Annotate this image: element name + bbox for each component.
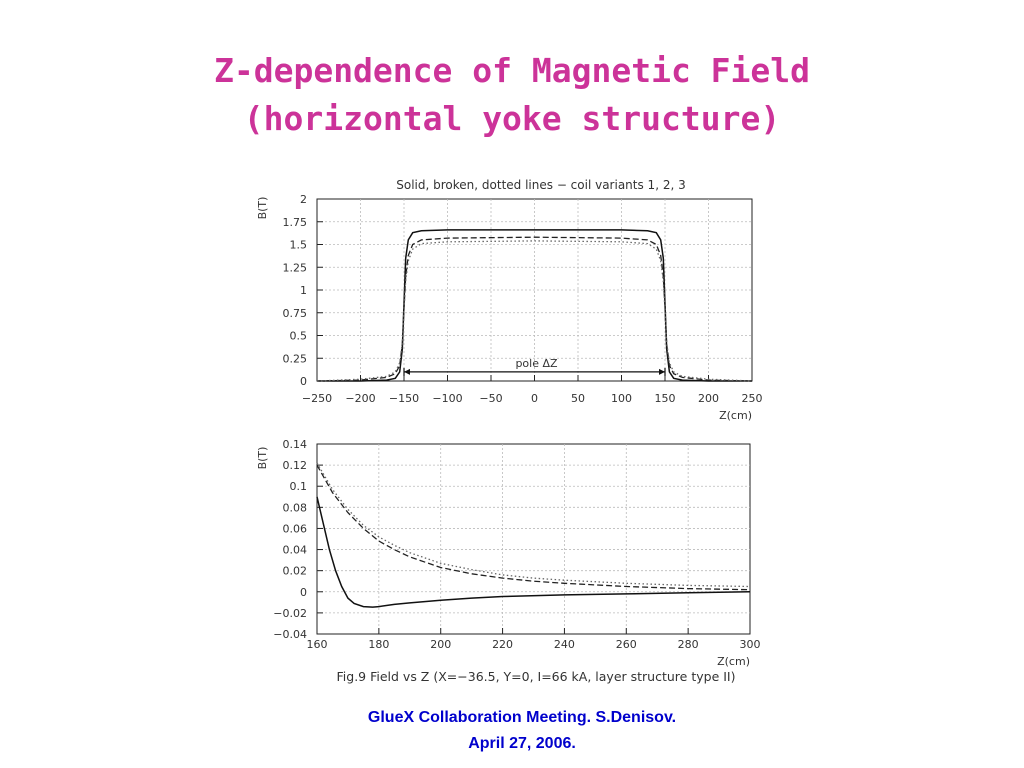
y-tick-label: 0.25 xyxy=(283,352,308,365)
slide-title-line1: Z-dependence of Magnetic Field xyxy=(213,51,811,90)
x-tick-label: 200 xyxy=(430,638,451,651)
pole-span-right-arrow xyxy=(659,368,665,375)
y-tick-label: 0.75 xyxy=(283,307,308,320)
y-tick-label: 0.08 xyxy=(283,501,308,514)
field-figure: Solid, broken, dotted lines − coil varia… xyxy=(256,178,763,684)
x-tick-label: 150 xyxy=(655,392,676,405)
pole-span-left-arrow xyxy=(404,368,410,375)
plot-frame xyxy=(316,443,751,635)
y-tick-label: 2 xyxy=(300,193,307,206)
y-tick-label: 0.12 xyxy=(283,459,308,472)
y-tick-label: 0.06 xyxy=(283,522,308,535)
y-tick-label: 0.1 xyxy=(290,480,308,493)
x-tick-label: 280 xyxy=(678,638,699,651)
slide-title-line2: (horizontal yoke structure) xyxy=(243,99,781,138)
series-line-dotted xyxy=(316,462,751,588)
top-chart: −250 −200 −150 −100 −50 0 50 100 150 200 250 0 0.25 0… xyxy=(256,193,763,422)
pole-annotation-label: pole ΔZ xyxy=(515,357,558,370)
x-tick-label: 50 xyxy=(571,392,585,405)
y-tick-label: 0.5 xyxy=(290,330,308,343)
y-axis-label: B(T) xyxy=(256,197,269,220)
footer-author-line: GlueX Collaboration Meeting. S.Denisov. xyxy=(367,709,677,726)
x-axis-label: Z(cm) xyxy=(719,409,752,422)
x-tick-label: −50 xyxy=(479,392,502,405)
x-tick-label: 200 xyxy=(698,392,719,405)
x-tick-label: 260 xyxy=(616,638,637,651)
series-line-solid xyxy=(317,229,752,382)
series-line-solid xyxy=(316,496,751,608)
y-tick-label: −0.02 xyxy=(273,607,307,620)
bottom-chart: 160 180 200 220 240 260 280 300 −0.04 −0.02 0 0.02 0… xyxy=(256,438,761,668)
y-tick-label: 1 xyxy=(300,284,307,297)
series-line-dashed xyxy=(316,236,753,382)
figure-caption: Fig.9 Field vs Z (X=−36.5, Y=0, I=66 kA,… xyxy=(337,669,736,684)
x-tick-label: −100 xyxy=(432,392,462,405)
y-tick-label: 1.25 xyxy=(283,261,308,274)
y-tick-label: 1.5 xyxy=(290,239,308,252)
x-tick-label: −200 xyxy=(345,392,375,405)
y-tick-label: 0.02 xyxy=(283,565,308,578)
x-tick-label: 250 xyxy=(742,392,763,405)
series-line-dotted xyxy=(316,240,753,382)
x-tick-label: 0 xyxy=(531,392,538,405)
x-tick-label: 100 xyxy=(611,392,632,405)
y-tick-label: 1.75 xyxy=(283,216,308,229)
top-chart-title: Solid, broken, dotted lines − coil varia… xyxy=(396,178,685,192)
y-tick-label: 0 xyxy=(300,586,307,599)
y-tick-label: 0 xyxy=(300,375,307,388)
x-tick-label: −250 xyxy=(302,392,332,405)
x-tick-label: 180 xyxy=(368,638,389,651)
x-axis-label: Z(cm) xyxy=(717,655,750,668)
series-line-dashed xyxy=(316,464,751,591)
x-tick-label: 300 xyxy=(740,638,761,651)
y-tick-label: 0.14 xyxy=(283,438,308,451)
x-tick-label: 240 xyxy=(554,638,575,651)
y-axis-label: B(T) xyxy=(256,447,269,470)
x-tick-label: 220 xyxy=(492,638,513,651)
x-tick-label: 160 xyxy=(307,638,328,651)
y-tick-label: −0.04 xyxy=(273,628,307,641)
y-tick-label: 0.04 xyxy=(283,544,308,557)
footer-date-line: April 27, 2006. xyxy=(468,735,576,752)
x-tick-label: −150 xyxy=(389,392,419,405)
